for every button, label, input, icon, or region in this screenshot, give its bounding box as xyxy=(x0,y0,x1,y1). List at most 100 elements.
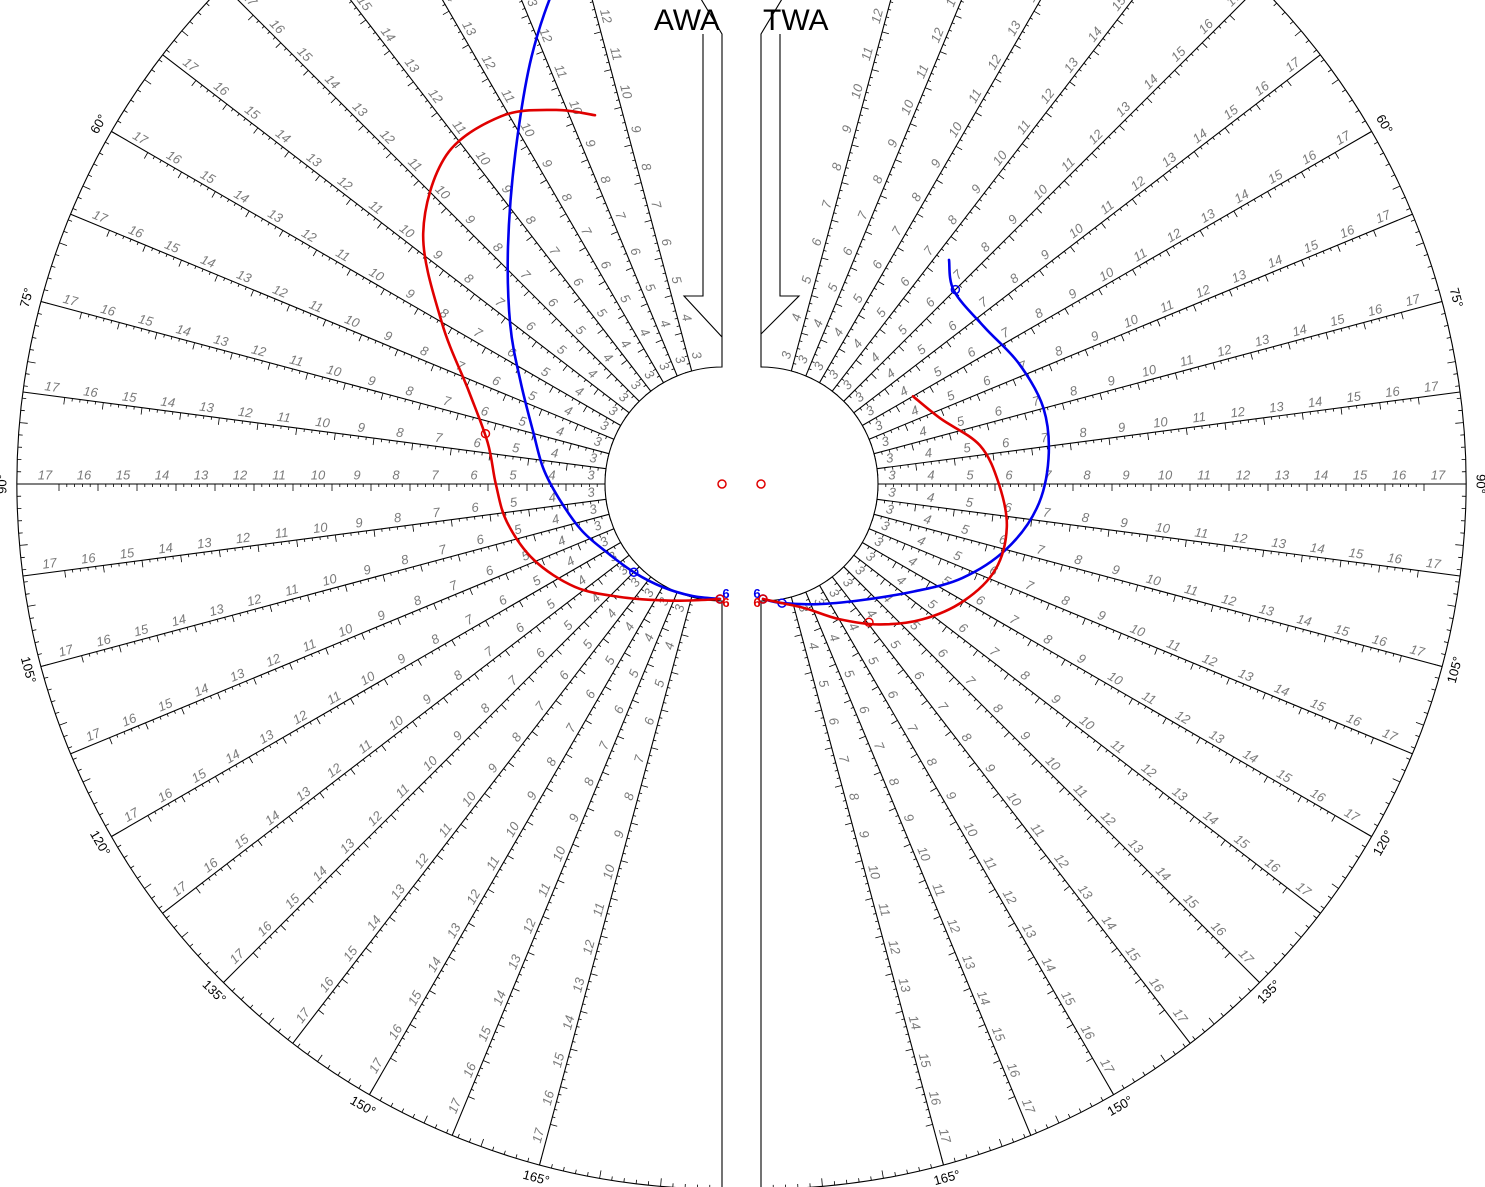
scale-tick xyxy=(591,316,595,320)
scale-tick xyxy=(632,159,636,162)
scale-tick xyxy=(592,356,596,360)
scale-tick xyxy=(390,1057,397,1063)
scale-tick xyxy=(269,936,273,939)
scale-tick xyxy=(620,542,625,549)
scale-tick xyxy=(398,904,402,907)
speed-scale-label: 8 xyxy=(1073,551,1085,568)
scale-tick xyxy=(259,292,262,296)
scale-tick xyxy=(866,301,870,304)
scale-tick xyxy=(1159,253,1162,257)
scale-tick xyxy=(311,75,315,79)
scale-tick xyxy=(1108,438,1111,446)
rim-tick xyxy=(1447,604,1456,607)
scale-tick xyxy=(1189,816,1195,823)
scale-tick xyxy=(1162,717,1167,725)
scale-tick xyxy=(471,628,474,632)
scale-tick xyxy=(951,22,955,25)
scale-tick xyxy=(404,615,407,619)
rim-tick xyxy=(1406,208,1411,211)
speed-scale-label: 14 xyxy=(160,394,176,411)
scale-tick xyxy=(950,236,957,242)
rim-tick xyxy=(32,337,37,339)
speed-scale-label: 15 xyxy=(242,102,263,123)
scale-tick xyxy=(1287,179,1290,183)
scale-tick xyxy=(561,643,565,647)
scale-tick xyxy=(1031,213,1034,217)
scale-tick xyxy=(871,905,875,908)
speed-scale-label: 3 xyxy=(778,349,795,361)
scale-tick xyxy=(441,848,445,852)
scale-tick xyxy=(1292,704,1295,708)
scale-tick xyxy=(880,779,884,781)
scale-tick xyxy=(512,755,516,759)
scale-tick xyxy=(368,281,372,284)
speed-scale-label: 10 xyxy=(1128,621,1148,641)
scale-tick xyxy=(620,407,624,411)
scale-tick xyxy=(417,879,421,883)
rim-tick xyxy=(99,152,104,156)
scale-tick xyxy=(573,740,577,743)
scale-tick xyxy=(1126,7,1130,10)
scale-tick xyxy=(383,147,386,150)
rim-tick xyxy=(1121,1084,1125,1089)
scale-tick xyxy=(784,596,792,600)
speed-scale-label: 16 xyxy=(1195,15,1216,36)
rim-tick xyxy=(1313,49,1317,53)
speed-scale-label: 6 xyxy=(556,667,573,682)
speed-scale-label: 5 xyxy=(944,387,957,404)
rim-tick xyxy=(1327,69,1332,73)
scale-tick xyxy=(1219,606,1221,611)
scale-tick xyxy=(601,516,603,520)
scale-tick xyxy=(115,233,118,237)
curve-end-label: 6 xyxy=(753,595,760,610)
scale-tick xyxy=(1268,94,1271,98)
scale-tick xyxy=(540,346,543,349)
speed-scale-label: 11 xyxy=(1178,352,1195,370)
speed-scale-label: 5 xyxy=(594,305,611,320)
scale-tick xyxy=(1096,744,1102,751)
scale-tick xyxy=(918,879,926,884)
scale-tick xyxy=(859,659,863,662)
speed-scale-label: 7 xyxy=(631,753,648,765)
scale-tick xyxy=(991,388,994,392)
speed-scale-label: 3 xyxy=(640,585,657,599)
scale-tick xyxy=(462,149,466,153)
rim-tick xyxy=(1449,617,1454,619)
scale-tick xyxy=(1164,316,1167,320)
scale-tick xyxy=(1207,298,1210,302)
scale-tick xyxy=(1010,811,1013,815)
scale-tick xyxy=(1328,719,1331,723)
scale-tick xyxy=(395,296,399,300)
scale-tick xyxy=(511,645,514,649)
spoke-line xyxy=(349,0,652,392)
spoke-line xyxy=(441,0,664,383)
rim-tick xyxy=(1453,373,1458,375)
scale-tick xyxy=(874,764,878,767)
scale-tick xyxy=(602,393,605,397)
awa-title: AWA xyxy=(654,4,720,37)
scale-tick xyxy=(613,528,617,536)
scale-tick xyxy=(404,667,407,671)
speed-scale-label: 4 xyxy=(621,620,638,634)
scale-tick xyxy=(524,370,527,374)
scale-tick xyxy=(1227,358,1230,362)
speed-scale-label: 7 xyxy=(871,739,888,752)
scale-tick xyxy=(1008,922,1015,927)
scale-tick xyxy=(1114,388,1117,393)
rim-tick xyxy=(23,581,28,583)
scale-tick xyxy=(857,122,861,124)
scale-tick xyxy=(302,902,306,906)
scale-tick xyxy=(531,374,534,378)
speed-scale-label: 12 xyxy=(536,26,556,46)
scale-tick xyxy=(651,747,659,750)
scale-tick xyxy=(502,394,507,402)
scale-tick xyxy=(540,435,542,439)
scale-tick xyxy=(1155,880,1159,884)
scale-tick xyxy=(377,141,381,145)
scale-tick xyxy=(208,780,211,784)
scale-tick xyxy=(933,350,937,354)
scale-tick xyxy=(1046,560,1048,564)
scale-tick xyxy=(814,627,821,632)
scale-tick xyxy=(1235,680,1237,684)
scale-tick xyxy=(289,662,293,670)
